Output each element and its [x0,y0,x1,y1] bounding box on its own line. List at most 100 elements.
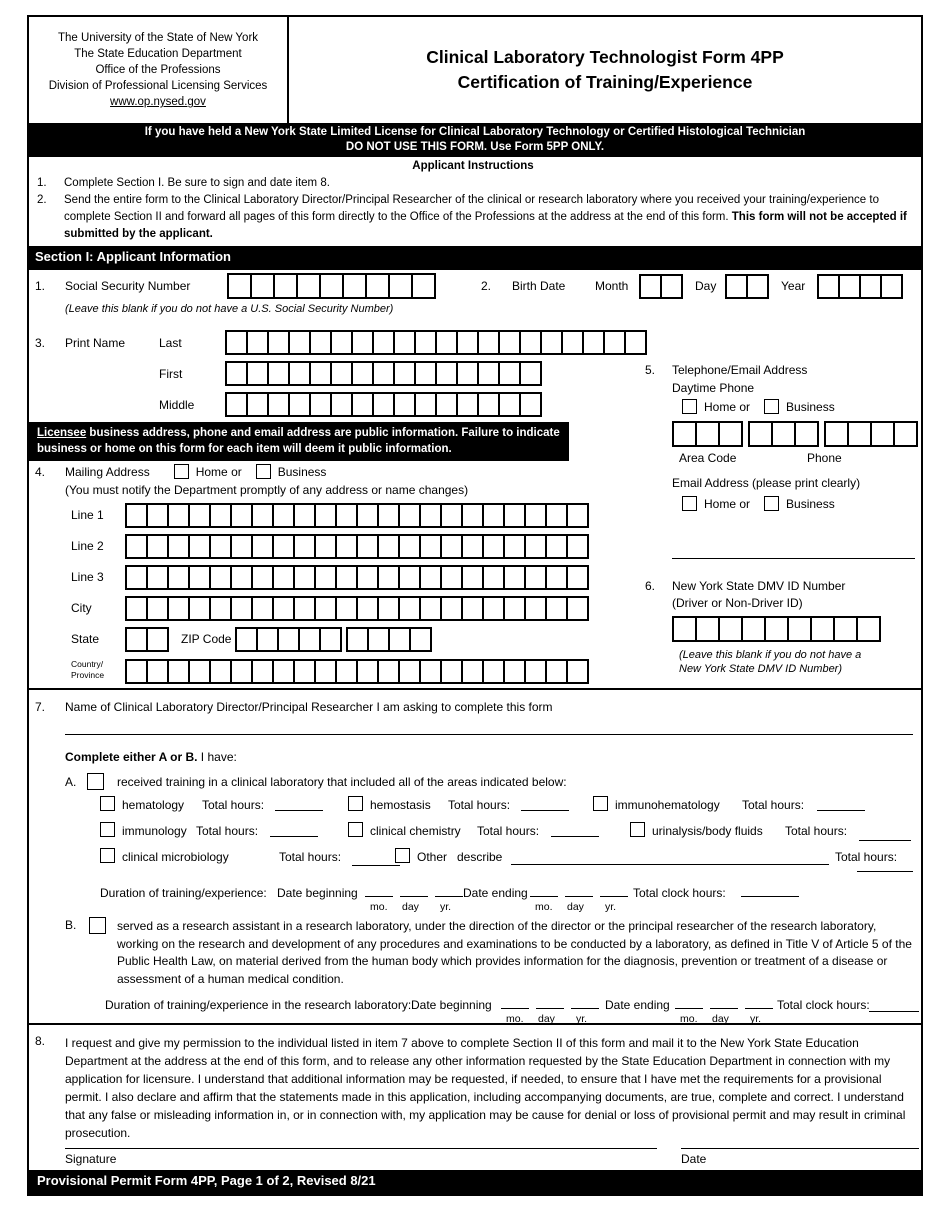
char-box[interactable] [503,503,526,528]
char-box[interactable] [461,534,484,559]
char-box[interactable] [356,659,379,684]
other-area-checkbox[interactable] [395,848,410,863]
char-box[interactable] [342,273,367,299]
b-begin-day-blank[interactable] [536,998,564,1009]
char-box[interactable] [230,503,253,528]
char-box[interactable] [393,361,416,386]
urinalysis-checkbox[interactable] [630,822,645,837]
char-box[interactable] [725,274,748,299]
char-box[interactable] [230,596,253,621]
char-box[interactable] [335,565,358,590]
email-business-checkbox[interactable] [764,496,780,511]
char-box[interactable] [524,659,547,684]
char-box[interactable] [388,627,411,652]
b-end-year-blank[interactable] [745,998,773,1009]
char-box[interactable] [296,273,321,299]
char-box[interactable] [810,616,835,642]
char-box[interactable] [377,596,400,621]
city-input[interactable] [125,596,589,621]
dmv-id-input[interactable] [672,616,881,642]
char-box[interactable] [125,627,148,652]
char-box[interactable] [456,392,479,417]
phone-line-input[interactable] [824,421,918,447]
char-box[interactable] [230,659,253,684]
char-box[interactable] [188,503,211,528]
char-box[interactable] [435,392,458,417]
a-end-year-blank[interactable] [600,886,628,897]
char-box[interactable] [351,392,374,417]
immunohematology-checkbox[interactable] [593,796,608,811]
char-box[interactable] [146,503,169,528]
char-box[interactable] [225,330,248,355]
char-box[interactable] [794,421,819,447]
char-box[interactable] [787,616,812,642]
char-box[interactable] [482,503,505,528]
ssn-input[interactable] [227,273,436,299]
char-box[interactable] [393,330,416,355]
char-box[interactable] [880,274,903,299]
char-box[interactable] [456,330,479,355]
char-box[interactable] [298,627,321,652]
char-box[interactable] [566,565,589,590]
a-begin-month-blank[interactable] [365,886,393,897]
hematology-hours-blank[interactable] [275,801,323,811]
char-box[interactable] [498,330,521,355]
zip4-input[interactable] [346,627,432,652]
char-box[interactable] [524,565,547,590]
char-box[interactable] [456,361,479,386]
state-input[interactable] [125,627,169,652]
char-box[interactable] [414,330,437,355]
clinical-chemistry-checkbox[interactable] [348,822,363,837]
char-box[interactable] [277,627,300,652]
char-box[interactable] [351,361,374,386]
char-box[interactable] [398,534,421,559]
addr-line2-input[interactable] [125,534,589,559]
first-name-input[interactable] [225,361,542,386]
char-box[interactable] [209,659,232,684]
clinical-microbiology-checkbox[interactable] [100,848,115,863]
char-box[interactable] [227,273,252,299]
char-box[interactable] [250,273,275,299]
char-box[interactable] [209,503,232,528]
char-box[interactable] [440,503,463,528]
char-box[interactable] [503,596,526,621]
char-box[interactable] [388,273,413,299]
char-box[interactable] [718,616,743,642]
char-box[interactable] [419,534,442,559]
char-box[interactable] [246,330,269,355]
char-box[interactable] [377,534,400,559]
char-box[interactable] [335,659,358,684]
char-box[interactable] [847,421,872,447]
char-box[interactable] [419,659,442,684]
char-box[interactable] [566,534,589,559]
char-box[interactable] [741,616,766,642]
char-box[interactable] [351,330,374,355]
char-box[interactable] [293,534,316,559]
char-box[interactable] [293,659,316,684]
email-write-line[interactable] [672,558,915,559]
b-end-month-blank[interactable] [675,998,703,1009]
char-box[interactable] [519,330,542,355]
char-box[interactable] [146,627,169,652]
char-box[interactable] [440,596,463,621]
char-box[interactable] [503,565,526,590]
char-box[interactable] [524,503,547,528]
char-box[interactable] [146,659,169,684]
char-box[interactable] [477,330,500,355]
char-box[interactable] [188,659,211,684]
immunology-checkbox[interactable] [100,822,115,837]
char-box[interactable] [167,659,190,684]
char-box[interactable] [482,565,505,590]
char-box[interactable] [545,534,568,559]
mailing-business-checkbox[interactable] [255,464,271,479]
clinical-chemistry-hours-blank[interactable] [551,827,599,837]
option-b-checkbox[interactable] [89,917,106,934]
char-box[interactable] [288,392,311,417]
char-box[interactable] [639,274,662,299]
char-box[interactable] [246,361,269,386]
char-box[interactable] [461,503,484,528]
hemostasis-checkbox[interactable] [348,796,363,811]
char-box[interactable] [188,534,211,559]
char-box[interactable] [377,503,400,528]
char-box[interactable] [125,659,148,684]
